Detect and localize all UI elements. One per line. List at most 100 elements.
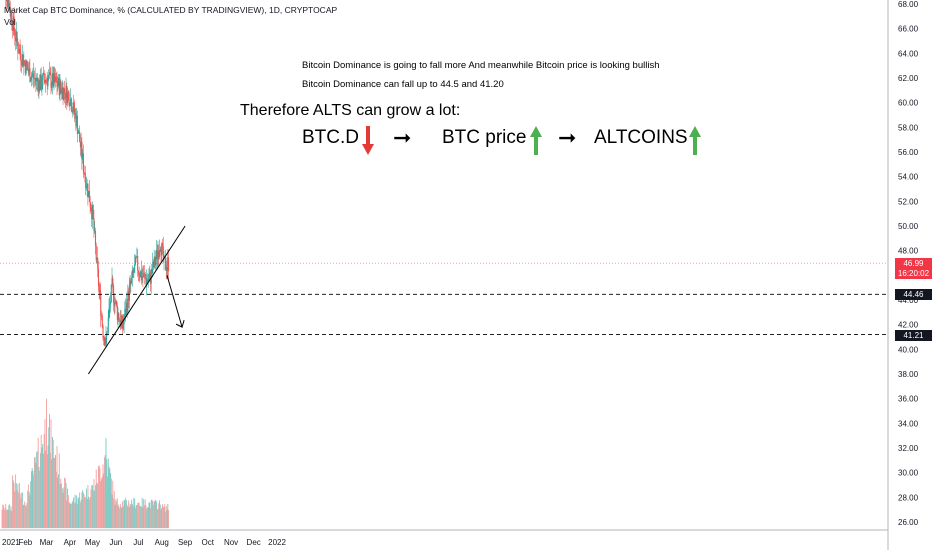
candle [94, 230, 96, 232]
volume-bar [125, 497, 127, 529]
volume-bar [14, 491, 16, 529]
y-tick-label: 68.00 [898, 0, 919, 9]
volume-bar [131, 499, 133, 529]
candle [137, 270, 139, 273]
candle [91, 204, 94, 220]
candle [49, 72, 51, 75]
volume-bar [61, 488, 63, 529]
volume-bar [54, 457, 56, 529]
volume-bar [57, 477, 59, 529]
volume-bar [153, 501, 155, 529]
volume-bar [153, 504, 154, 529]
volume-bar [141, 497, 143, 529]
candle [55, 76, 57, 82]
candle [125, 302, 127, 315]
volume-bar [167, 503, 169, 529]
volume-bar [106, 459, 108, 529]
candle [113, 302, 115, 306]
candle [143, 273, 146, 275]
volume-bar [51, 459, 53, 529]
candle [125, 308, 127, 315]
volume-bar [24, 501, 26, 529]
volume-bar [46, 454, 48, 529]
volume-bar [78, 497, 80, 529]
volume-bar [79, 502, 81, 529]
annotation-btcd: BTC.D [302, 127, 359, 148]
volume-bar [86, 498, 88, 529]
volume-bar [45, 450, 47, 529]
level-tag-2: 41.21 [895, 330, 932, 341]
volume-bar [85, 488, 87, 529]
volume-bar [1, 509, 3, 529]
volume-bar [111, 494, 113, 529]
volume-bar [33, 457, 35, 529]
x-tick-label: Jun [109, 538, 122, 547]
volume-bar [47, 445, 49, 529]
volume-bar [39, 453, 41, 529]
volume-bar [12, 475, 14, 529]
candle [82, 153, 84, 173]
volume-bar [143, 504, 145, 529]
x-tick-label: Nov [224, 538, 238, 547]
volume-bar [73, 497, 75, 529]
y-tick-label: 30.00 [898, 469, 919, 478]
volume-bar [27, 484, 29, 529]
candle [167, 257, 169, 267]
candle [30, 76, 32, 81]
candle [96, 257, 98, 260]
candle [119, 320, 121, 327]
candle [44, 80, 46, 83]
candle [100, 315, 103, 317]
current-price-tag: 46.99 [895, 258, 932, 269]
candle [158, 251, 160, 257]
candle [126, 302, 128, 312]
candle [132, 270, 134, 273]
candle [166, 266, 168, 271]
candle [20, 53, 22, 62]
y-tick-label: 64.00 [898, 49, 919, 58]
volume-bar [146, 507, 148, 529]
volume-bar [163, 506, 165, 529]
volume-bar [49, 452, 51, 529]
candle [137, 255, 139, 271]
candle [161, 243, 163, 256]
up-arrow-icon [530, 126, 542, 155]
candle [58, 77, 60, 86]
candle [155, 249, 158, 260]
candle [89, 202, 91, 208]
volume-bar [123, 499, 125, 529]
candle [39, 74, 42, 91]
candle [79, 142, 81, 148]
candle [136, 255, 138, 258]
volume-bar [134, 499, 136, 529]
y-tick-label: 60.00 [898, 99, 919, 108]
candle [79, 131, 81, 143]
candle [56, 81, 58, 87]
volume-bar [101, 478, 102, 529]
candle [118, 313, 120, 321]
candle [157, 251, 159, 259]
y-tick-label: 26.00 [898, 518, 919, 527]
candle [60, 80, 62, 89]
candle [168, 257, 170, 272]
volume-bar [36, 452, 38, 529]
volume-bar [164, 504, 166, 529]
candle [51, 73, 54, 86]
volume-label: Vol [4, 17, 16, 27]
volume-bar [71, 502, 73, 529]
volume-bar [125, 500, 127, 529]
candle [37, 81, 39, 92]
volume-bar [108, 466, 110, 529]
x-tick-label: Oct [201, 538, 214, 547]
candle [135, 256, 137, 258]
volume-bar [11, 511, 13, 529]
volume-bar [80, 499, 82, 529]
volume-bar [64, 477, 66, 529]
candle [63, 88, 65, 100]
candle [160, 249, 162, 256]
y-tick-label: 52.00 [898, 197, 919, 206]
volume-bar [104, 457, 105, 529]
